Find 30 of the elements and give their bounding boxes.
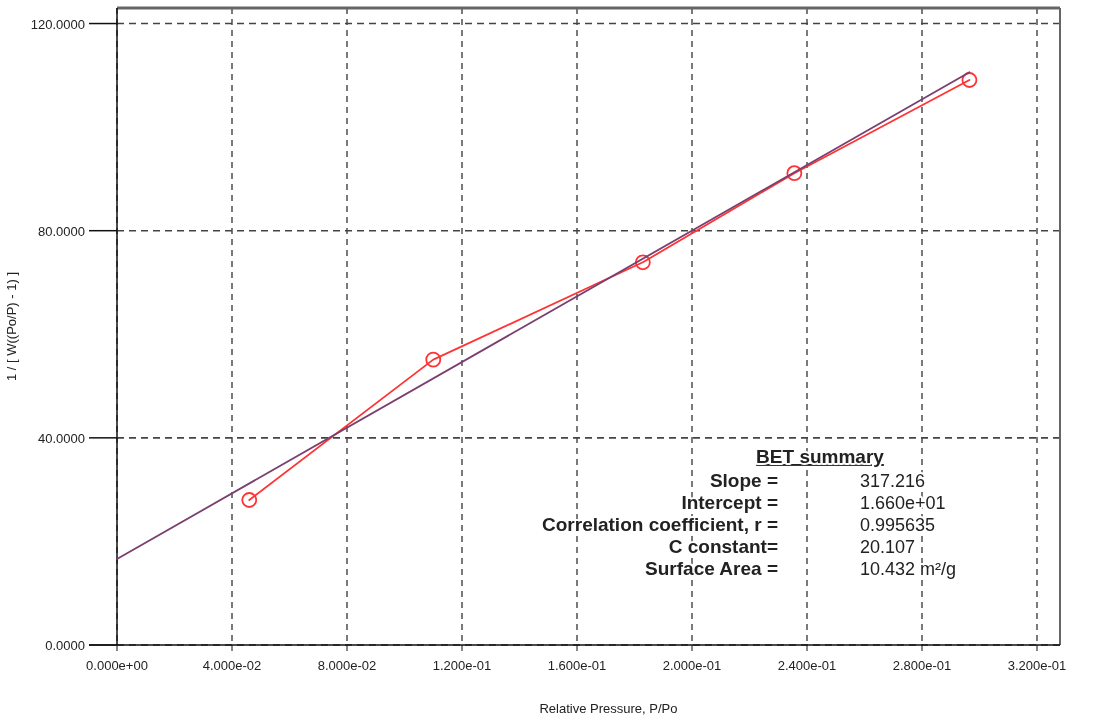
y-tick-label: 0.0000 bbox=[45, 638, 85, 653]
y-tick-label: 120.0000 bbox=[30, 16, 85, 32]
annotation: Slope = bbox=[709, 470, 778, 491]
annotation: 0.995635 bbox=[860, 515, 936, 535]
annotation: C constant= bbox=[668, 536, 778, 557]
y-tick-label: 40.0000 bbox=[38, 430, 85, 446]
annotation: Surface Area = bbox=[645, 558, 778, 579]
y-tick-label: 80.0000 bbox=[38, 223, 85, 239]
x-tick-label: 2.000e-01 bbox=[662, 658, 722, 673]
x-tick-label: 1.600e-01 bbox=[547, 658, 607, 673]
annotation: Intercept = bbox=[681, 492, 778, 513]
x-tick-label: 8.000e-02 bbox=[317, 658, 377, 673]
point bbox=[425, 351, 442, 368]
point bbox=[241, 492, 258, 508]
x-tick-label: 0.000e+00 bbox=[86, 658, 148, 673]
x-tick-label: 3.200e-01 bbox=[1007, 658, 1067, 673]
annotation: 20.107 bbox=[860, 537, 916, 557]
x-tick-label: 2.800e-01 bbox=[892, 658, 952, 673]
annotation: 1.660e+01 bbox=[860, 493, 946, 513]
x-axis-title: Relative Pressure, P/Po bbox=[539, 701, 678, 716]
point bbox=[961, 72, 978, 88]
y-axis-title: 1 / [ W((Po/P) - 1) ] bbox=[4, 271, 19, 382]
x-tick-label: 2.400e-01 bbox=[777, 658, 837, 673]
annotation: 10.432 m²/g bbox=[860, 559, 957, 579]
x-tick-label: 4.000e-02 bbox=[202, 658, 262, 673]
x-tick-label: 1.200e-01 bbox=[432, 658, 492, 673]
point bbox=[634, 254, 651, 271]
point bbox=[786, 165, 803, 182]
annotation: 317.216 bbox=[860, 471, 926, 491]
annotation: Correlation coefficient, r = bbox=[542, 514, 778, 535]
